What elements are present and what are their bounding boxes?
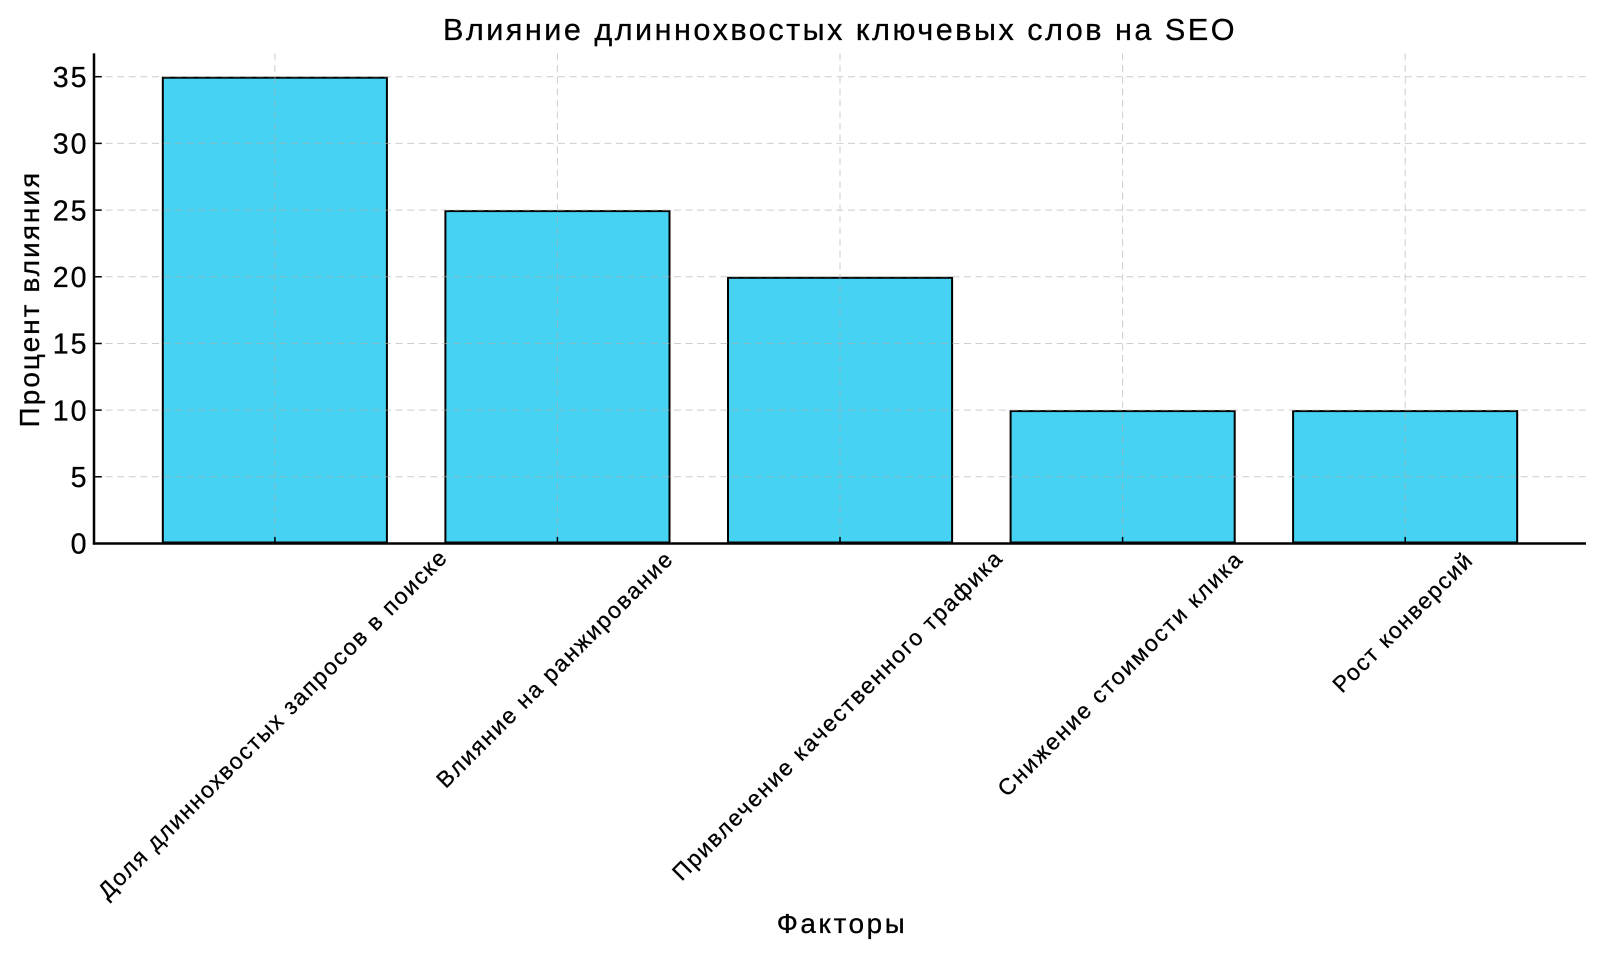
svg-text:Процент влияния: Процент влияния bbox=[14, 171, 45, 428]
svg-text:5: 5 bbox=[71, 462, 89, 494]
svg-text:35: 35 bbox=[53, 62, 89, 94]
svg-text:20: 20 bbox=[53, 262, 89, 294]
svg-text:25: 25 bbox=[53, 195, 89, 227]
svg-text:0: 0 bbox=[71, 529, 89, 561]
svg-text:Влияние длиннохвостых ключевых: Влияние длиннохвостых ключевых слов на S… bbox=[443, 13, 1237, 47]
svg-text:Факторы: Факторы bbox=[777, 908, 908, 939]
svg-text:10: 10 bbox=[53, 395, 89, 427]
svg-text:15: 15 bbox=[53, 329, 89, 361]
svg-text:30: 30 bbox=[53, 129, 89, 161]
